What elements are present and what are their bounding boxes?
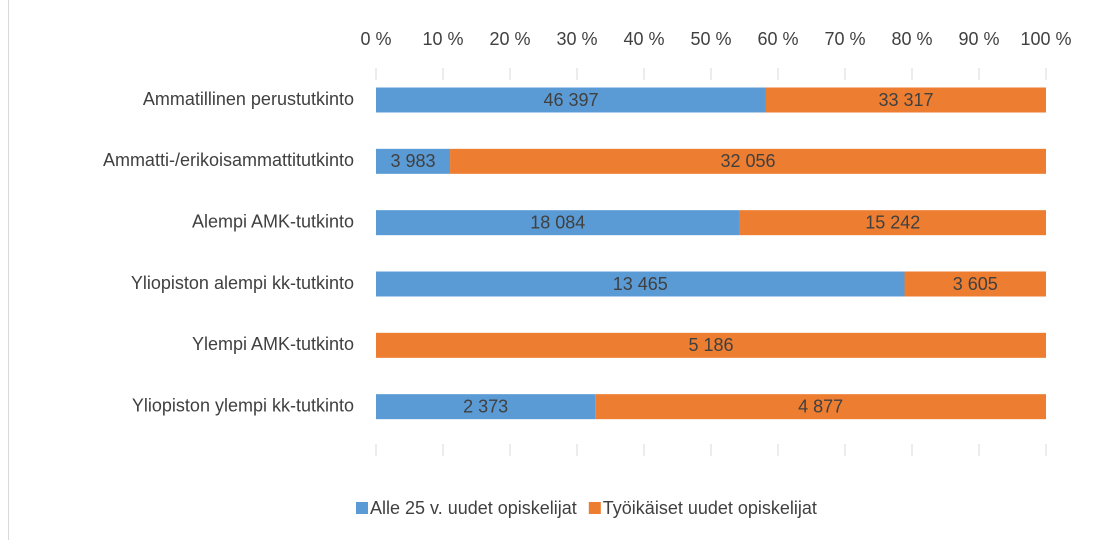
y-tick-label: Yliopiston alempi kk-tutkinto [131, 273, 354, 293]
data-label: 3 605 [953, 274, 998, 294]
y-tick-label: Ammatillinen perustutkinto [143, 89, 354, 109]
x-tick-label: 70 % [824, 29, 865, 49]
x-tick-label: 30 % [556, 29, 597, 49]
bar [739, 210, 1046, 236]
bar [376, 148, 451, 174]
legend-swatch [356, 502, 368, 514]
data-label: 5 186 [688, 335, 733, 355]
bar [450, 148, 1046, 174]
data-label: 2 373 [463, 396, 508, 416]
legend-label: Alle 25 v. uudet opiskelijat [370, 498, 577, 518]
legend-label: Työikäiset uudet opiskelijat [603, 498, 817, 518]
x-tick-label: 40 % [623, 29, 664, 49]
x-tick-label: 20 % [489, 29, 530, 49]
data-label: 18 084 [530, 212, 585, 232]
data-label: 4 877 [798, 396, 843, 416]
bar [376, 332, 1046, 358]
x-tick-label: 100 % [1020, 29, 1071, 49]
x-tick-label: 60 % [757, 29, 798, 49]
x-tick-label: 0 % [360, 29, 391, 49]
legend-swatch [588, 502, 601, 514]
y-tick-label: Alempi AMK-tutkinto [192, 211, 354, 231]
x-tick-label: 10 % [422, 29, 463, 49]
y-tick-label: Ammatti-/erikoisammattitutkinto [103, 150, 354, 170]
bar [904, 271, 1046, 297]
y-tick-label: Ylempi AMK-tutkinto [192, 334, 354, 354]
data-label: 15 242 [865, 212, 920, 232]
x-tick-label: 90 % [958, 29, 999, 49]
bar [765, 87, 1046, 113]
data-label: 46 397 [543, 90, 598, 110]
bar [376, 210, 740, 236]
data-label: 33 317 [878, 90, 933, 110]
data-label: 13 465 [613, 274, 668, 294]
bar [595, 394, 1046, 420]
bar [376, 271, 905, 297]
data-label: 3 983 [391, 151, 436, 171]
bar [376, 394, 596, 420]
data-label: 32 056 [720, 151, 775, 171]
x-tick-label: 80 % [891, 29, 932, 49]
y-tick-label: Yliopiston ylempi kk-tutkinto [132, 395, 354, 415]
bar [376, 87, 766, 113]
x-tick-label: 50 % [690, 29, 731, 49]
